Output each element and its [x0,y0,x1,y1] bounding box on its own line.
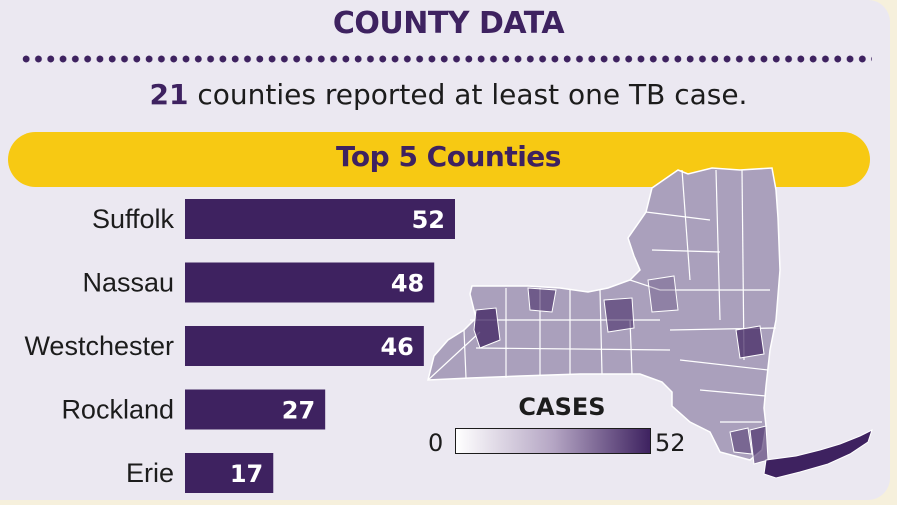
state-shape [427,167,781,461]
category-label: Westchester [24,331,174,361]
new-york-county-map [427,167,873,479]
county-border [475,347,671,351]
county-onondaga [603,297,635,333]
county-monroe [527,287,557,313]
category-label: Suffolk [92,204,175,234]
legend-min-label: 0 [428,429,444,457]
county-albany [735,325,765,359]
summary-count: 21 [149,78,189,111]
value-label: 52 [412,206,445,234]
county-border [715,169,721,321]
county-rockland [729,427,753,455]
county-border [651,249,721,253]
county-border [463,329,467,379]
county-border [599,289,603,375]
category-label: Nassau [82,268,174,298]
state-outline [427,167,781,461]
category-label: Rockland [61,395,174,425]
county-borders [427,169,777,423]
bar-nassau [185,262,435,303]
county-erie [473,307,501,349]
bar-westchester [185,326,424,366]
value-label: 17 [230,460,263,488]
bar-rockland [185,389,326,430]
value-label: 46 [380,333,413,361]
county-border [645,211,711,221]
summary-text: counties reported at least one TB case. [188,78,748,111]
dotted-divider [20,54,872,64]
county-highlights [473,275,769,465]
summary-line: 21 counties reported at least one TB cas… [0,78,897,111]
county-oneida [647,275,679,313]
value-label: 48 [391,270,424,298]
category-label: Erie [126,458,174,488]
county-border [629,279,661,291]
banner-title: Top 5 Counties [336,140,561,173]
long-island [763,429,873,479]
legend-color-scale [455,428,651,454]
county-border [427,331,481,381]
county-border [681,169,691,281]
bar-erie [185,453,274,493]
county-border [679,359,769,371]
legend-title: CASES [518,393,606,421]
legend-max-label: 52 [655,429,686,457]
county-border [699,389,767,397]
value-label: 27 [282,397,315,425]
bar-suffolk [185,199,455,239]
page-title: COUNTY DATA [332,6,565,41]
